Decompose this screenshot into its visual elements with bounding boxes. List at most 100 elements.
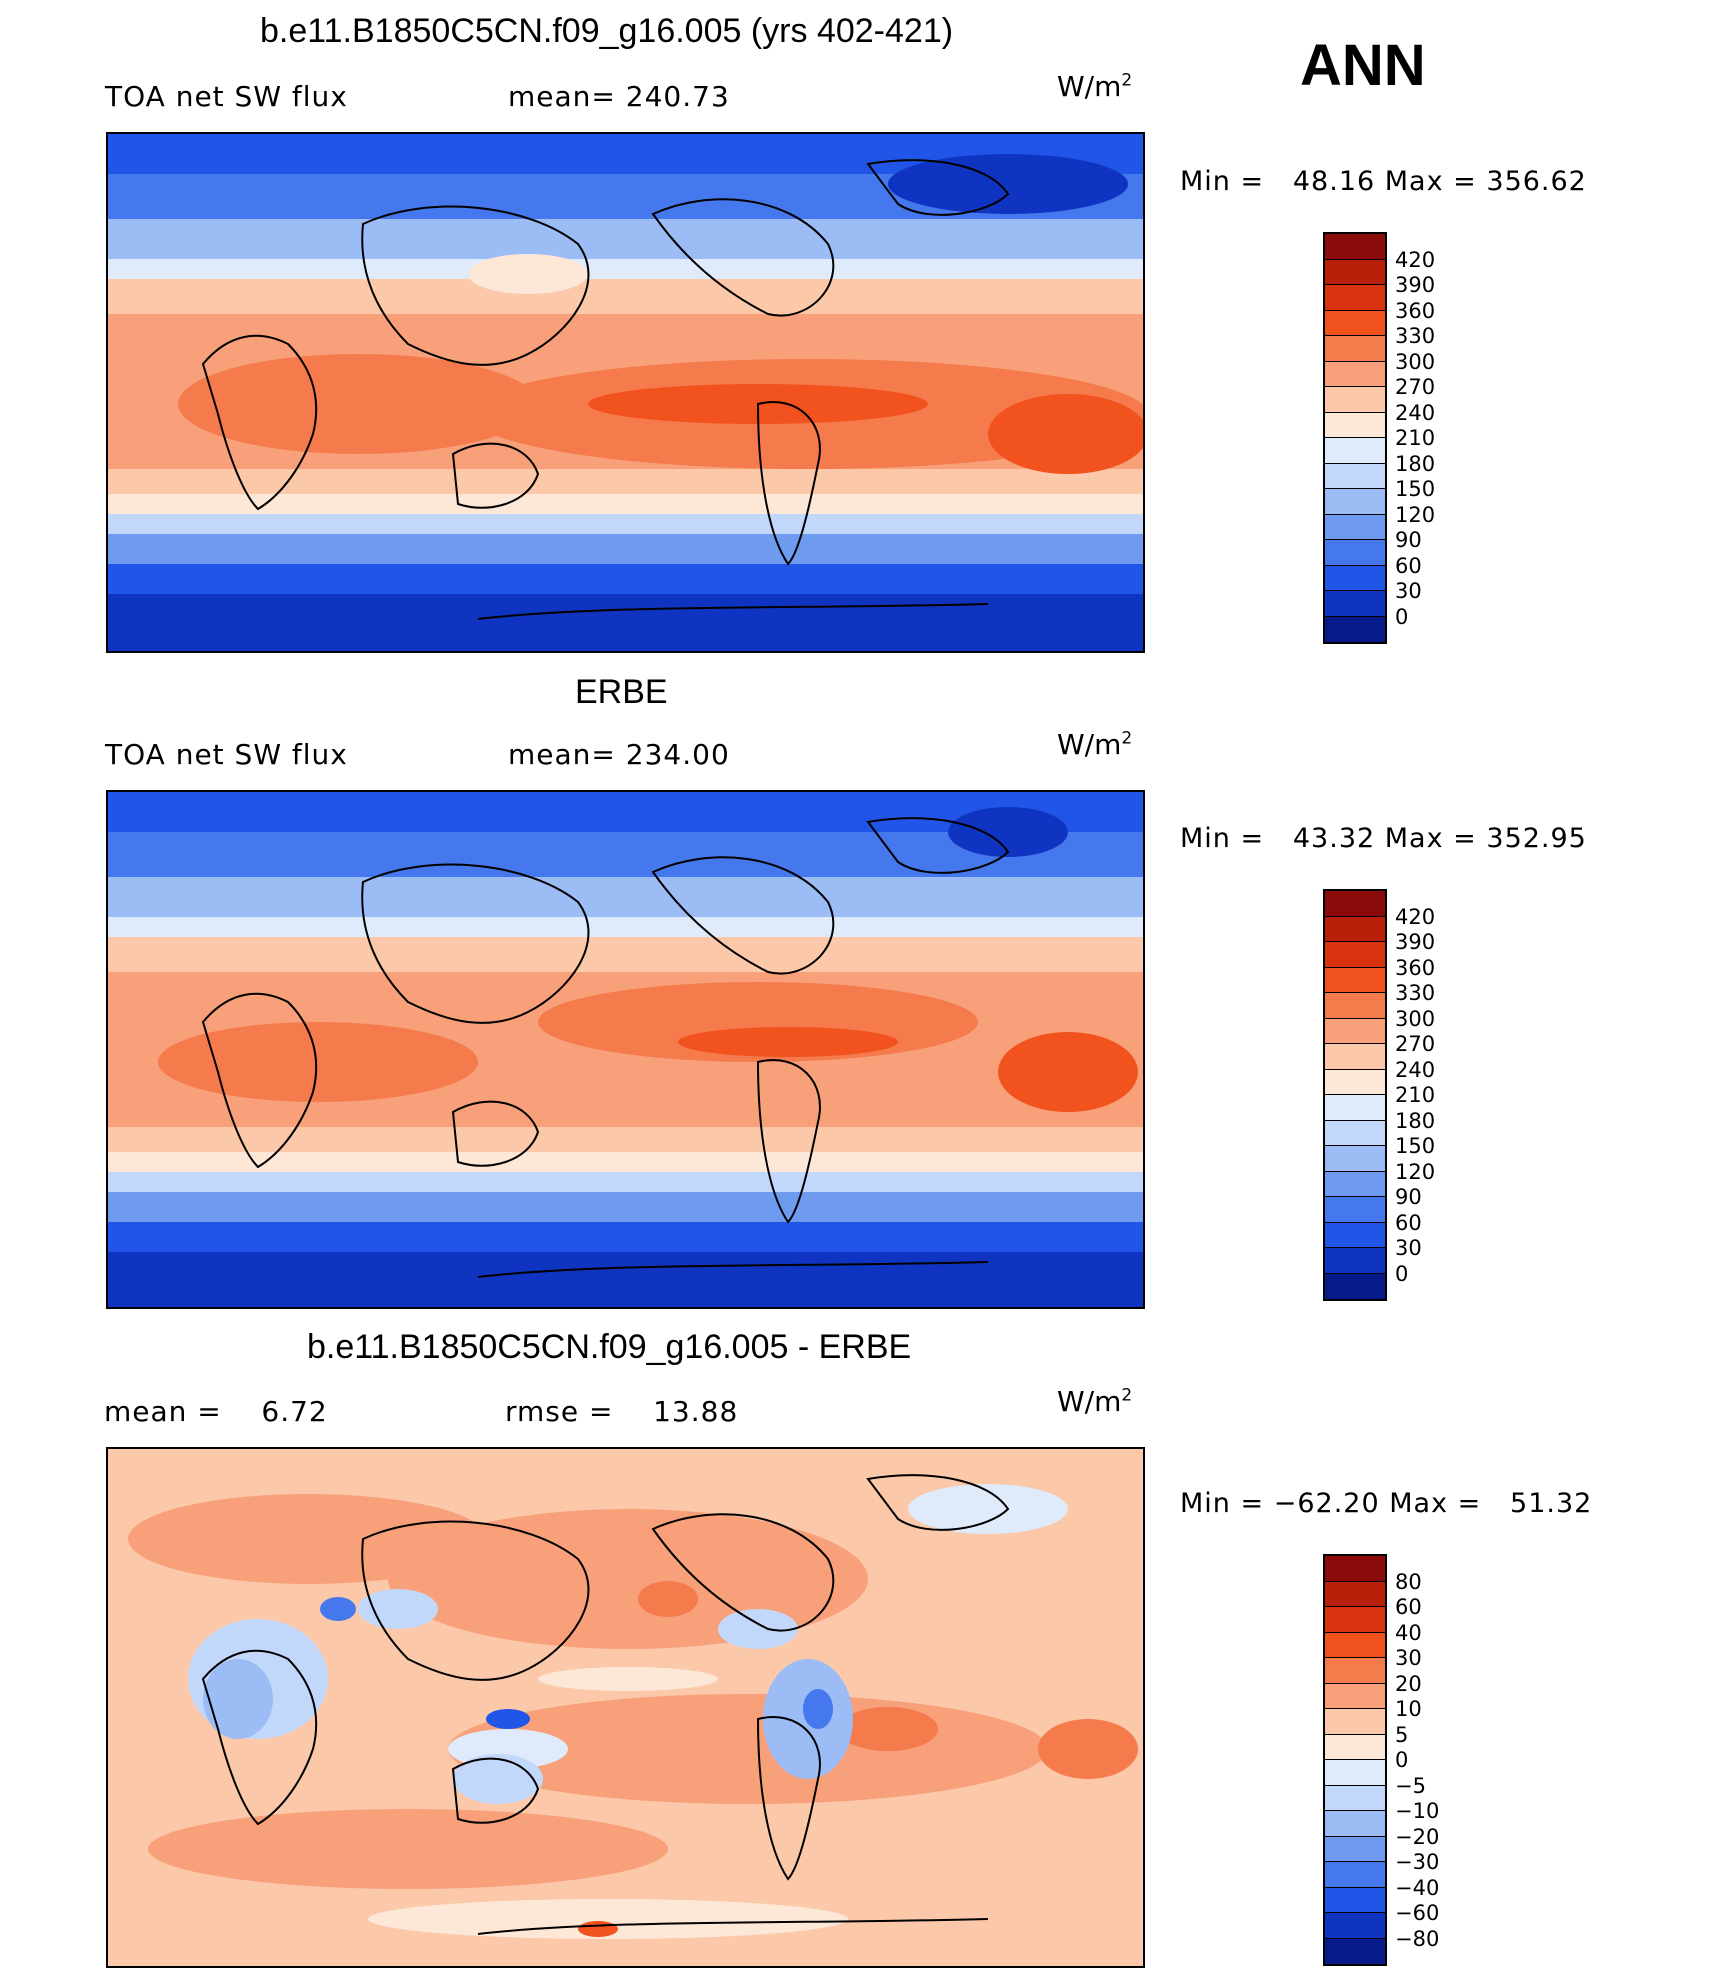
panel2-features (158, 807, 1138, 1112)
panel1-units: W/m2 (1057, 70, 1132, 103)
colorbar-segment (1325, 1018, 1385, 1044)
panel1-mean-value: 240.73 (625, 80, 730, 113)
band (108, 219, 1143, 259)
colorbar-level-label: 20 (1395, 1671, 1422, 1696)
panel2-mean-value: 234.00 (625, 738, 730, 771)
colorbar-segment (1325, 1197, 1385, 1223)
panel2-max-value: 352.95 (1486, 823, 1587, 854)
panel2-variable-label: TOA net SW flux (105, 738, 348, 771)
band (108, 564, 1143, 594)
colorbar-segment (1325, 1044, 1385, 1070)
colorbar-segment (1325, 438, 1385, 464)
colorbar-segment (1325, 361, 1385, 387)
colorbar-level-label: 120 (1395, 1159, 1436, 1184)
colorbar-segment (1325, 916, 1385, 942)
panel3-colorbar (1323, 1554, 1387, 1966)
colorbar-segment (1325, 891, 1385, 917)
band (108, 1192, 1143, 1222)
units-exp: 2 (1121, 70, 1133, 91)
panel2-min-value: 43.32 (1292, 823, 1376, 854)
colorbar-level-label: −5 (1395, 1773, 1426, 1798)
colorbar-segment (1325, 285, 1385, 311)
band (108, 494, 1143, 514)
units-base: W/m (1057, 1385, 1122, 1418)
band (108, 877, 1143, 917)
panel1-minmax: Min = 48.16 Max = 356.62 (1180, 166, 1587, 197)
colorbar-level-label: −60 (1395, 1901, 1440, 1925)
panel3-rmse-label: rmse = (505, 1395, 614, 1428)
colorbar-level-label: 420 (1395, 904, 1436, 929)
panel3-title: b.e11.B1850C5CN.f09_g16.005 - ERBE (307, 1328, 912, 1366)
colorbar-segment (1325, 540, 1385, 566)
colorbar-level-label: 420 (1395, 247, 1436, 272)
colorbar-level-label: 30 (1395, 1236, 1422, 1260)
colorbar-segment (1325, 387, 1385, 413)
panel1-map (106, 132, 1145, 653)
colorbar-segment (1325, 1734, 1385, 1760)
units-exp: 2 (1121, 728, 1133, 749)
panel3-mean-value: 6.72 (261, 1395, 328, 1428)
panel2-max-label: Max = (1384, 823, 1477, 854)
colorbar-segment (1325, 336, 1385, 362)
panel3-map-svg (108, 1449, 1143, 1966)
colorbar-level-label: 270 (1395, 375, 1436, 399)
colorbar-segment (1325, 1785, 1385, 1811)
panel2-title: ERBE (575, 673, 668, 711)
colorbar-segment (1325, 489, 1385, 515)
panel1-mean-label: mean= (508, 80, 616, 113)
panel3-mean-label: mean = (104, 1395, 222, 1428)
colorbar-segment (1325, 616, 1385, 642)
panel1-min-value: 48.16 (1292, 166, 1376, 197)
colorbar-segment (1325, 412, 1385, 438)
panel3-mean: mean = 6.72 (104, 1395, 328, 1428)
colorbar-level-label: 240 (1395, 1057, 1436, 1082)
panel1-variable-label: TOA net SW flux (105, 80, 348, 113)
colorbar-level-label: 180 (1395, 451, 1436, 476)
colorbar-level-label: 40 (1395, 1620, 1422, 1645)
colorbar-segment (1325, 591, 1385, 617)
colorbar-level-label: 60 (1395, 1210, 1422, 1235)
colorbar-segment (1325, 1887, 1385, 1913)
colorbar-segment (1325, 942, 1385, 968)
band (108, 514, 1143, 534)
units-base: W/m (1057, 70, 1122, 103)
panel2-units: W/m2 (1057, 728, 1132, 761)
colorbar-level-label: −30 (1395, 1850, 1440, 1874)
panel1-title: b.e11.B1850C5CN.f09_g16.005 (yrs 402-421… (260, 12, 954, 50)
colorbar-segment (1325, 1556, 1385, 1582)
band (108, 1252, 1143, 1307)
band (108, 1222, 1143, 1252)
colorbar-segment (1325, 993, 1385, 1019)
colorbar-segment (1325, 1836, 1385, 1862)
colorbar-segment (1325, 565, 1385, 591)
colorbar-level-label: −10 (1395, 1799, 1440, 1823)
colorbar-level-label: −40 (1395, 1875, 1440, 1900)
panel3-max-label: Max = (1389, 1488, 1482, 1519)
colorbar-level-label: 0 (1395, 1748, 1409, 1772)
colorbar-segment (1325, 234, 1385, 260)
colorbar-level-label: 300 (1395, 349, 1436, 374)
band (108, 1172, 1143, 1192)
panel1-coastlines (201, 159, 1010, 620)
band (108, 1127, 1143, 1152)
colorbar-segment (1325, 1938, 1385, 1964)
colorbar-level-label: 60 (1395, 553, 1422, 578)
colorbar-segment (1325, 1913, 1385, 1939)
panel3-rmse: rmse = 13.88 (505, 1395, 738, 1428)
colorbar-segment (1325, 1069, 1385, 1095)
panel1-colorbar (1323, 232, 1387, 644)
colorbar-level-label: 210 (1395, 426, 1436, 450)
colorbar-level-label: 360 (1395, 298, 1436, 323)
panel2-mean: mean= 234.00 (508, 738, 730, 771)
colorbar-level-label: 80 (1395, 1569, 1422, 1594)
colorbar-level-label: 240 (1395, 400, 1436, 425)
panel3-rmse-value: 13.88 (653, 1395, 739, 1428)
colorbar-segment (1325, 463, 1385, 489)
colorbar-level-label: 90 (1395, 528, 1422, 552)
panel2-zonal-bands (108, 792, 1143, 1307)
panel3-min-label: Min = (1180, 1488, 1265, 1519)
panel1-max-value: 356.62 (1486, 166, 1587, 197)
colorbar-level-label: 0 (1395, 1261, 1409, 1286)
band (108, 279, 1143, 314)
